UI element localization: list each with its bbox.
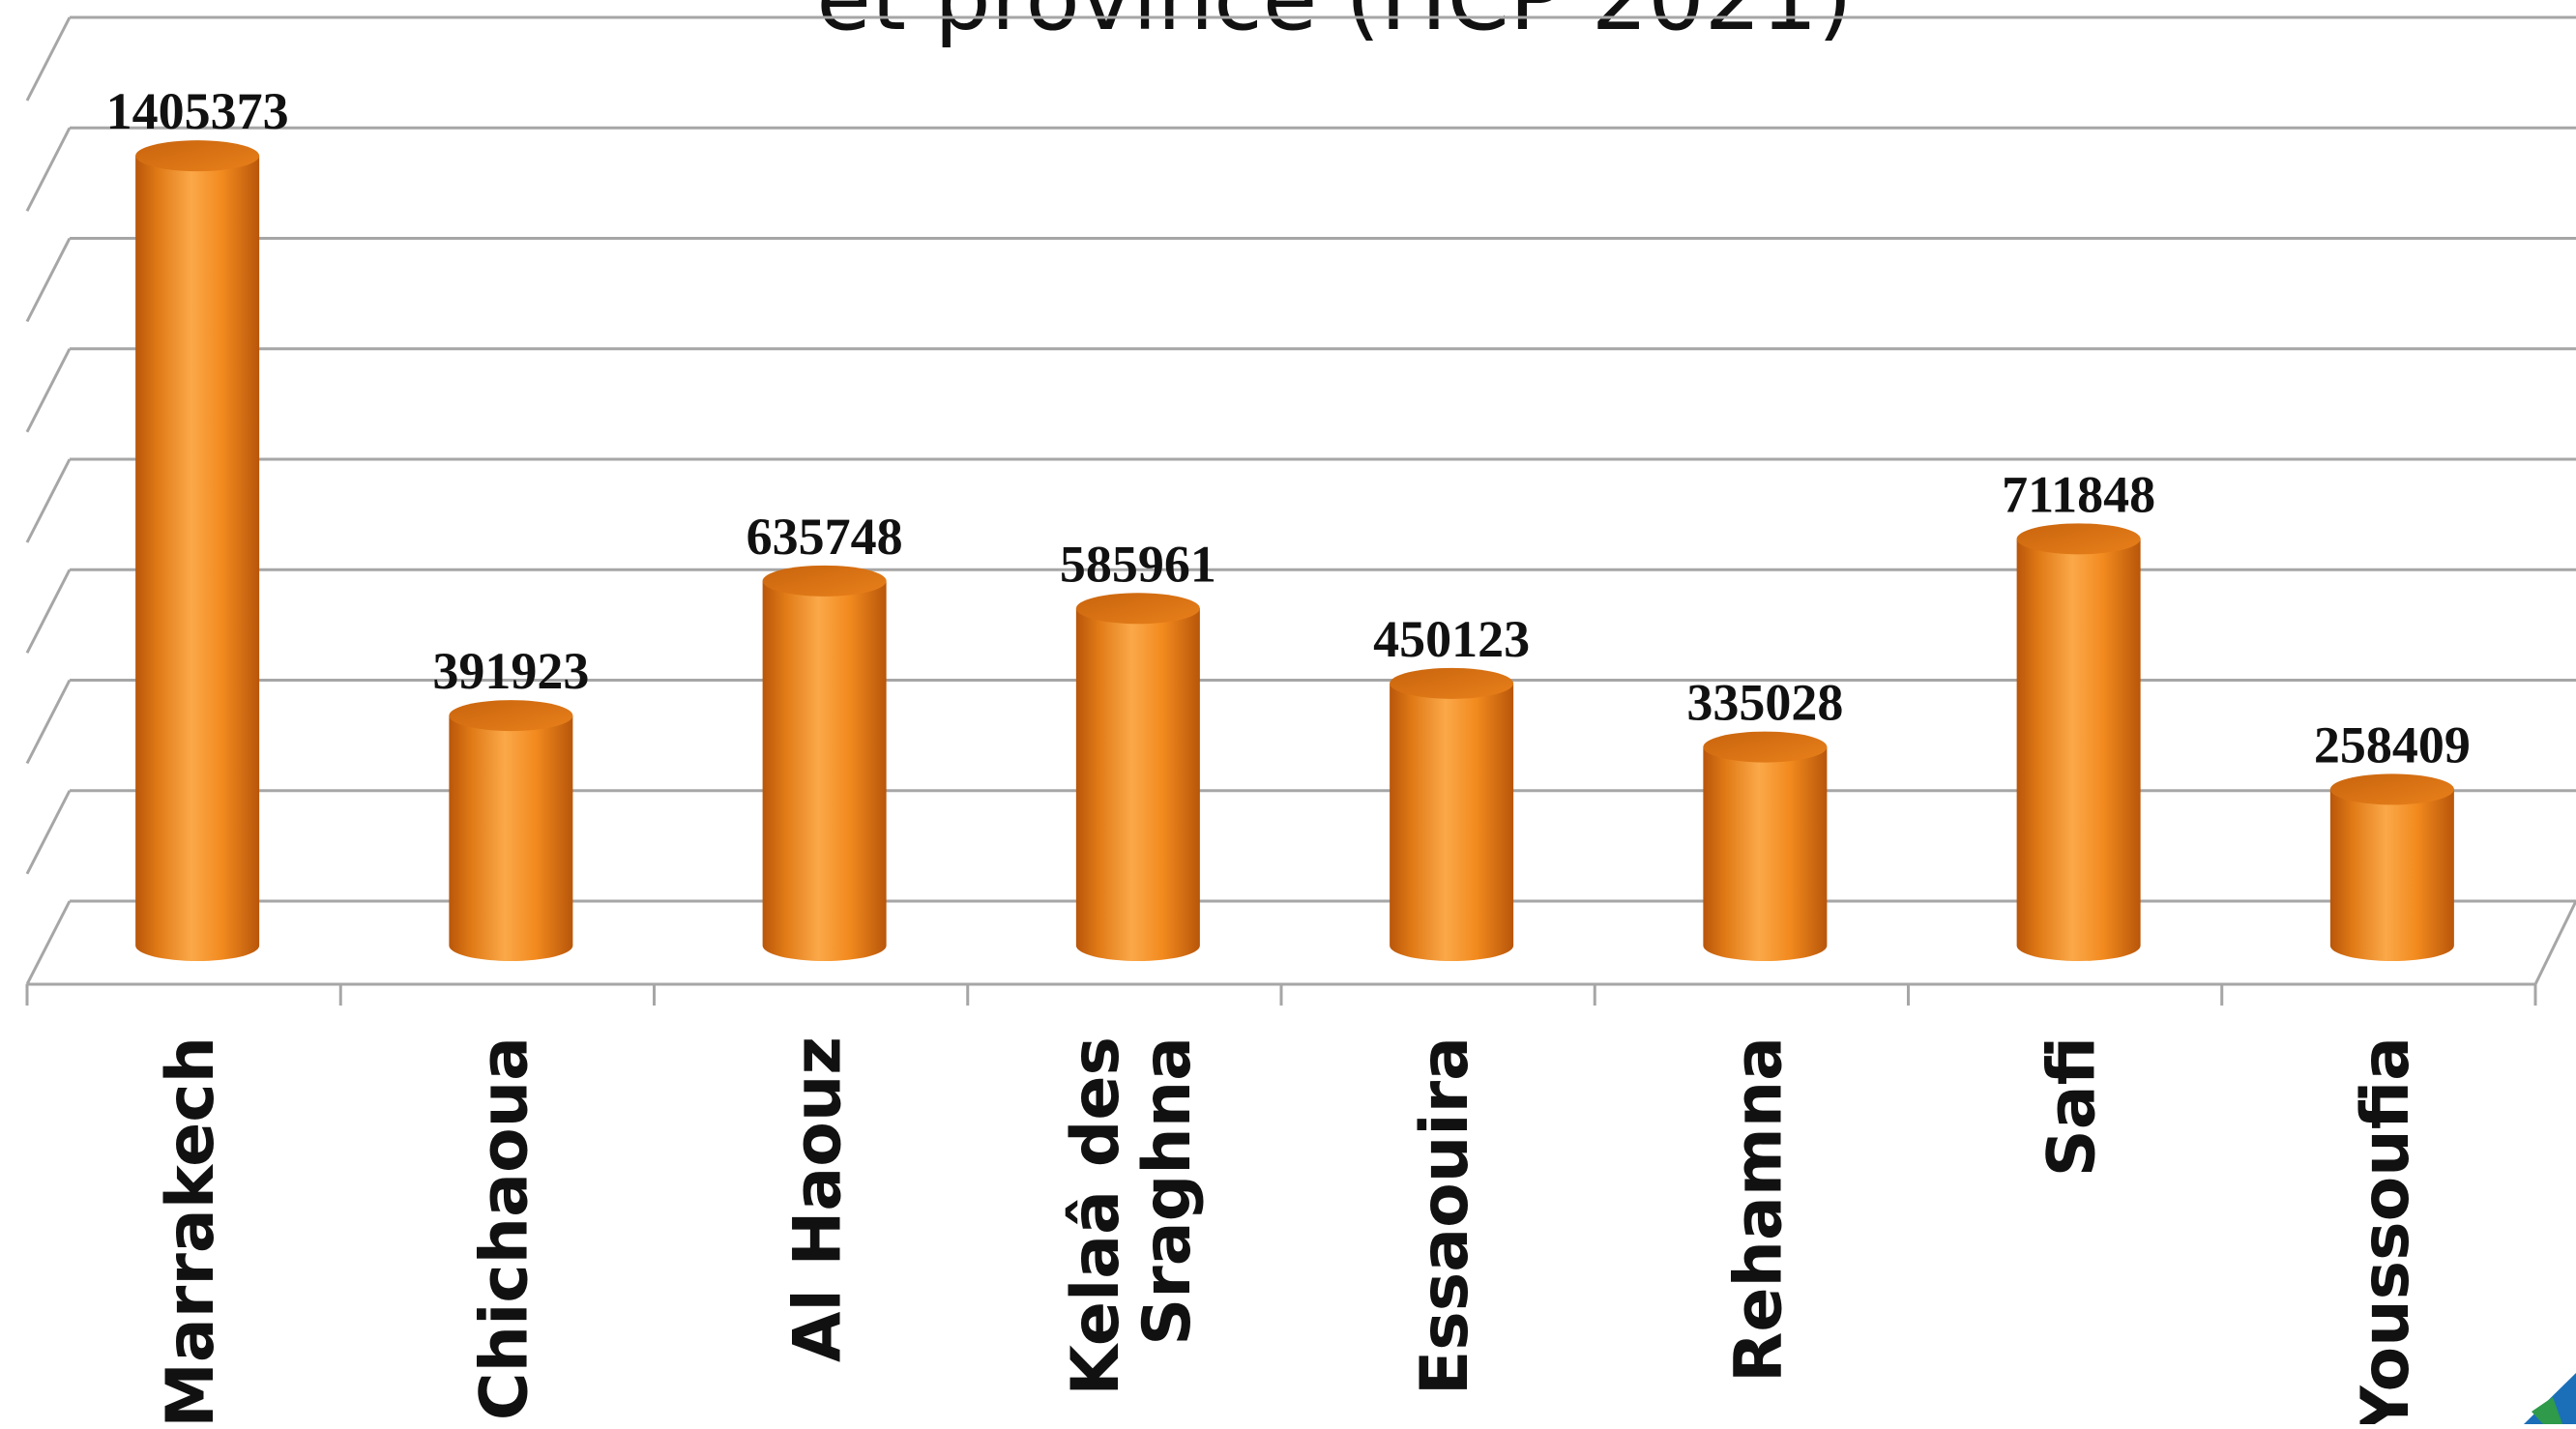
category-label: Youssoufia: [2348, 1036, 2424, 1424]
bar-top: [762, 565, 887, 597]
data-label: 335028: [1686, 674, 1843, 732]
bar-body: [1075, 608, 1200, 961]
bar-top: [2329, 773, 2454, 805]
side-wall-line: [25, 16, 72, 102]
side-wall-line: [25, 569, 72, 654]
side-wall-line: [25, 348, 72, 433]
side-wall-line: [25, 237, 72, 323]
category-labels: Marrakech Chichaoua Al Haouz El Kelaâ desSr…: [153, 1036, 2424, 1429]
floor-right-edge: [2533, 900, 2576, 985]
category-label: Marrakech: [153, 1036, 229, 1424]
side-wall-line: [25, 458, 72, 543]
chart-title: et province (HCP 2021): [816, 0, 1852, 50]
data-label: 1405373: [106, 82, 289, 140]
data-label: 391923: [432, 642, 589, 700]
bar-body: [135, 156, 260, 962]
bar-body: [2329, 789, 2454, 961]
bar: [762, 565, 887, 961]
category-label: El Kelaâ desSraghna: [1058, 1036, 1206, 1424]
data-label: 258409: [2314, 715, 2471, 773]
bar: [1703, 731, 1828, 961]
bar: [449, 700, 573, 961]
data-label: 635748: [746, 508, 903, 566]
bar: [1075, 593, 1200, 961]
bar-top: [1075, 593, 1200, 625]
data-label: 711848: [2002, 465, 2155, 523]
bar: [135, 140, 260, 962]
bar-body: [762, 580, 887, 961]
side-wall-line: [25, 790, 72, 875]
category-label: Essaouira: [1407, 1036, 1483, 1395]
data-label: 450123: [1373, 610, 1530, 668]
category-label: Rehamna: [1720, 1036, 1797, 1383]
bar-body: [1390, 683, 1514, 961]
x-axis: [25, 900, 2576, 1006]
bars: [135, 140, 2454, 962]
bar: [2329, 773, 2454, 961]
bar-body: [449, 715, 573, 961]
side-wall-line: [25, 900, 72, 985]
bar: [1390, 667, 1514, 961]
bar-top: [135, 140, 260, 172]
bar: [2016, 523, 2141, 961]
category-label: Safi: [2034, 1036, 2111, 1177]
data-label: 585961: [1060, 535, 1216, 593]
bar-top: [1390, 667, 1514, 699]
bar-top: [2016, 523, 2141, 555]
bar-top: [1703, 731, 1828, 763]
data-labels: 1405373 391923 635748 585961 450123 335028 711…: [106, 82, 2471, 773]
bar-top: [449, 700, 573, 732]
category-label: Al Haouz: [780, 1036, 857, 1362]
side-wall-line: [25, 127, 72, 212]
category-label: Chichaoua: [466, 1036, 542, 1420]
bar-body: [2016, 539, 2141, 961]
side-wall-line: [25, 679, 72, 765]
logo-fragment: [2524, 1373, 2576, 1424]
bar-body: [1703, 746, 1828, 961]
gridlines: [25, 15, 2576, 985]
